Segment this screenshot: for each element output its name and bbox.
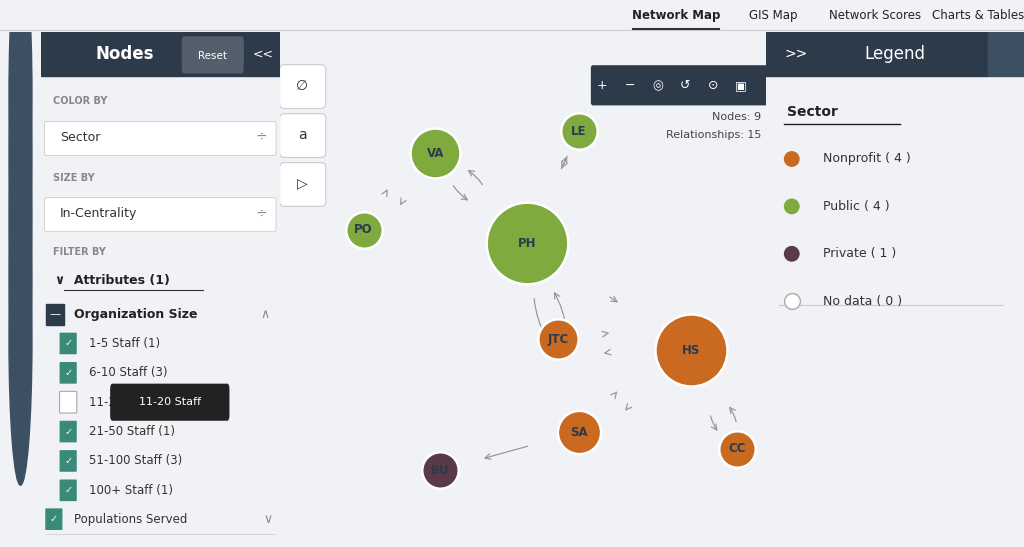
Text: ▷: ▷ [297, 177, 308, 191]
Text: GIS Map: GIS Map [749, 9, 798, 22]
FancyBboxPatch shape [59, 421, 77, 443]
Text: JTC: JTC [548, 333, 568, 346]
FancyBboxPatch shape [59, 450, 77, 472]
FancyBboxPatch shape [280, 162, 326, 206]
FancyBboxPatch shape [591, 65, 768, 106]
Point [570, 127, 587, 136]
FancyBboxPatch shape [59, 333, 77, 354]
Text: Nodes: 9: Nodes: 9 [712, 112, 761, 122]
Text: Nonprofit ( 4 ): Nonprofit ( 4 ) [822, 153, 910, 166]
Text: VA: VA [426, 147, 444, 160]
Text: Private ( 1 ): Private ( 1 ) [822, 247, 896, 260]
Text: ∅: ∅ [296, 79, 308, 93]
Text: ✓: ✓ [65, 368, 73, 378]
Text: COLOR BY: COLOR BY [53, 96, 108, 106]
Text: 6-10 Staff (3): 6-10 Staff (3) [89, 366, 167, 379]
Point [783, 202, 800, 211]
Text: —: — [49, 309, 60, 319]
FancyBboxPatch shape [44, 121, 276, 155]
Text: Populations Served: Populations Served [75, 513, 187, 526]
Text: ✓: ✓ [50, 514, 58, 524]
Text: 21-50 Staff (1): 21-50 Staff (1) [89, 425, 175, 438]
Text: Relationships: 15: Relationships: 15 [666, 130, 761, 140]
Text: ⊙: ⊙ [708, 79, 718, 92]
Text: ◎: ◎ [652, 79, 663, 92]
Point [783, 249, 800, 258]
Text: a: a [298, 128, 307, 142]
Text: FILTER BY: FILTER BY [53, 247, 105, 257]
Text: In-Centrality: In-Centrality [60, 207, 137, 220]
Text: Charts & Tables: Charts & Tables [932, 9, 1024, 22]
Text: −: − [625, 79, 635, 92]
Text: Reset: Reset [199, 51, 227, 61]
Text: Nodes: Nodes [95, 45, 154, 62]
FancyBboxPatch shape [111, 383, 229, 421]
FancyBboxPatch shape [280, 114, 326, 158]
Text: ✓: ✓ [65, 427, 73, 437]
Point [432, 466, 449, 475]
Text: CC: CC [728, 442, 746, 455]
Text: 11-20 Staff: 11-20 Staff [139, 397, 201, 407]
FancyBboxPatch shape [280, 65, 326, 108]
Text: ∧: ∧ [261, 307, 270, 321]
Point [783, 155, 800, 164]
Circle shape [9, 196, 32, 485]
Text: ✓: ✓ [65, 485, 73, 496]
Text: ↺: ↺ [680, 79, 690, 92]
Bar [988, 32, 1024, 75]
FancyBboxPatch shape [59, 480, 77, 501]
Text: Legend: Legend [864, 45, 926, 62]
Text: ÷: ÷ [256, 130, 267, 144]
Point [550, 335, 566, 344]
Text: 1-5 Staff (1): 1-5 Staff (1) [89, 337, 160, 350]
Text: HS: HS [682, 344, 700, 357]
Text: SA: SA [569, 426, 588, 439]
Text: LE: LE [570, 125, 587, 138]
Text: SIZE BY: SIZE BY [53, 172, 94, 183]
Text: ÷: ÷ [256, 207, 267, 220]
Point [783, 297, 800, 306]
Circle shape [9, 0, 32, 238]
Text: Network Map: Network Map [632, 9, 720, 22]
Text: ∨  Attributes (1): ∨ Attributes (1) [55, 274, 170, 287]
Text: No data ( 0 ): No data ( 0 ) [822, 295, 902, 308]
Text: BU: BU [431, 464, 450, 477]
FancyBboxPatch shape [44, 197, 276, 231]
Bar [46, 304, 63, 325]
Text: ∨: ∨ [263, 513, 272, 526]
Text: Sector: Sector [60, 131, 100, 144]
FancyBboxPatch shape [59, 362, 77, 383]
FancyBboxPatch shape [181, 36, 244, 73]
Text: >>: >> [784, 46, 807, 61]
Bar [766, 32, 988, 75]
Circle shape [9, 11, 32, 300]
Point [570, 428, 587, 437]
Point [427, 149, 443, 158]
Text: PH: PH [518, 237, 537, 250]
Text: ✓: ✓ [65, 456, 73, 466]
Text: PO: PO [354, 223, 373, 236]
Bar [41, 32, 280, 75]
Point [683, 346, 699, 354]
Text: ✓: ✓ [65, 339, 73, 348]
Text: Organization Size: Organization Size [75, 307, 198, 321]
Text: 100+ Staff (1): 100+ Staff (1) [89, 484, 173, 497]
Text: ▣: ▣ [735, 79, 746, 92]
Text: Public ( 4 ): Public ( 4 ) [822, 200, 890, 213]
FancyBboxPatch shape [45, 508, 62, 530]
Point [729, 444, 745, 453]
Point [355, 225, 372, 234]
Text: 51-100 Staff (3): 51-100 Staff (3) [89, 455, 182, 468]
Text: Network Scores: Network Scores [829, 9, 922, 22]
Circle shape [9, 73, 32, 362]
Text: <<: << [252, 47, 273, 60]
Text: Sector: Sector [786, 104, 838, 119]
Circle shape [9, 135, 32, 423]
Text: 11-20 Staff (0): 11-20 Staff (0) [89, 395, 175, 409]
Point [519, 239, 536, 248]
Text: +: + [597, 79, 607, 92]
FancyBboxPatch shape [59, 392, 77, 413]
